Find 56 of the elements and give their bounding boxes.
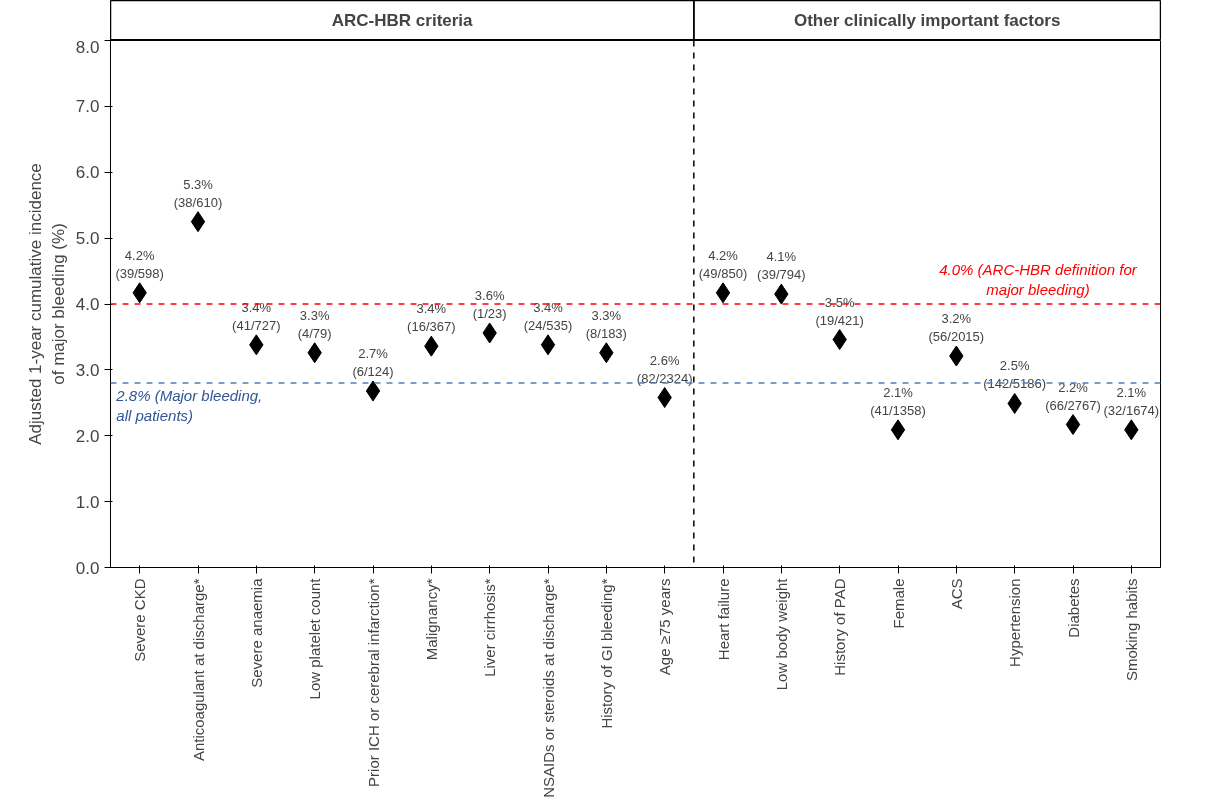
x-tick-label: Malignancy*	[422, 578, 440, 661]
data-label: 4.2% (39/598)	[115, 247, 164, 281]
x-tick-label: Severe CKD	[131, 578, 149, 662]
point	[190, 211, 206, 233]
x-tick-label: Liver cirrhosis*	[481, 578, 499, 677]
x-tick-label: History of PAD	[831, 578, 849, 676]
x-tick-label: Heart failure	[714, 578, 732, 661]
text: Other clinically important factors	[793, 11, 1061, 30]
ref-line-label: 4.0% (ARC-HBR definition for major bleeding)	[939, 260, 1138, 298]
data-label: 3.3% (4/79)	[297, 307, 332, 341]
data-label: 3.4% (16/367)	[407, 301, 456, 335]
y-axis-title: Adjusted 1-year cumulative incidence of major bleeding (%)	[26, 163, 68, 445]
data-label: 2.6% (82/2324)	[636, 352, 693, 386]
x-tick-label: Severe anaemia	[247, 577, 265, 688]
point	[890, 419, 906, 441]
x-tick-label: Low body weight	[772, 577, 790, 691]
y-tick-label: 2.0	[75, 426, 100, 446]
x-tick-label: NSAIDs or steroids at discharge*	[539, 578, 557, 798]
data-label: 5.3% (38/610)	[173, 176, 223, 210]
ref-line-label: 2.8% (Major bleeding, all patients)	[115, 387, 263, 425]
data-label: 3.6% (1/23)	[472, 287, 507, 321]
point	[715, 282, 731, 304]
x-tick-label: Hypertension	[1006, 578, 1024, 667]
x-tick-label: History of GI bleeding*	[597, 578, 615, 729]
data-label: 3.2% (56/2015)	[928, 311, 985, 345]
data-label: 2.7% (6/124)	[352, 345, 394, 379]
x-tick-label: Prior ICH or cerebral infarction*	[364, 578, 382, 787]
data-label: 4.2% (49/850)	[698, 247, 748, 281]
x-tick-label: Low platelet count	[306, 577, 324, 700]
data-label: 3.3% (8/183)	[585, 307, 627, 341]
data-label: 2.2% (66/2767)	[1045, 379, 1101, 413]
x-tick-label: Diabetes	[1064, 578, 1082, 638]
x-tick-label: ACS	[947, 578, 965, 610]
point	[1065, 414, 1081, 436]
y-tick-label: 3.0	[75, 360, 100, 380]
y-tick-label: 6.0	[75, 163, 100, 183]
point	[540, 334, 556, 356]
x-tick-label: Age ≥75 years	[656, 578, 674, 676]
point	[365, 380, 381, 402]
y-tick-label: 0.0	[75, 558, 100, 578]
y-tick-label: 8.0	[75, 37, 100, 57]
x-tick-label: Smoking habits	[1122, 578, 1140, 682]
text: ARC-HBR criteria	[331, 11, 474, 30]
data-label: 2.5% (142/5186)	[983, 358, 1047, 392]
data-label: 3.4% (41/727)	[232, 299, 281, 333]
data-label: 3.4% (24/535)	[523, 299, 573, 333]
data-label: 2.1% (32/1674)	[1103, 384, 1160, 418]
y-tick-label: 4.0	[75, 295, 100, 314]
data-label: 4.1% (39/794)	[757, 249, 806, 283]
data-label: 3.5% (19/421)	[815, 294, 864, 328]
y-tick-label: 1.0	[75, 492, 100, 512]
data-label: 2.1% (41/1358)	[870, 384, 926, 418]
y-tick-label: 5.0	[75, 229, 100, 249]
x-tick-label: Female	[889, 578, 907, 629]
y-tick-label: 7.0	[75, 97, 100, 117]
x-tick-label: Anticoagulant at discharge*	[189, 578, 207, 762]
